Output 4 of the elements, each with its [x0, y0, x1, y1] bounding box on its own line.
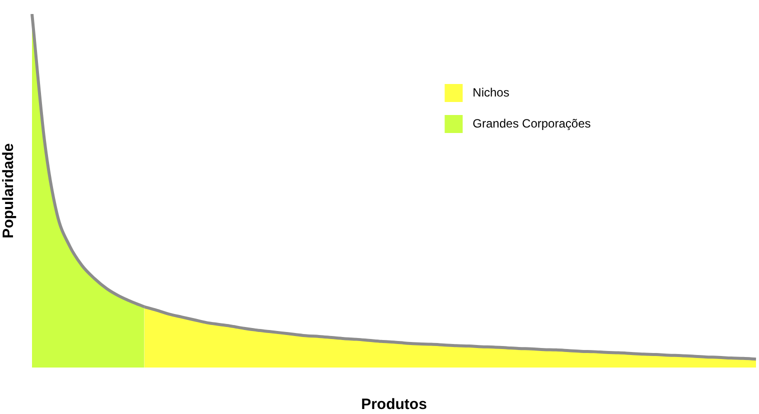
y-axis-title: Popularidade: [0, 143, 18, 238]
legend-label: Grandes Corporações: [472, 116, 591, 130]
legend-label: Nichos: [472, 85, 510, 100]
x-axis-title: Produtos: [361, 396, 427, 414]
